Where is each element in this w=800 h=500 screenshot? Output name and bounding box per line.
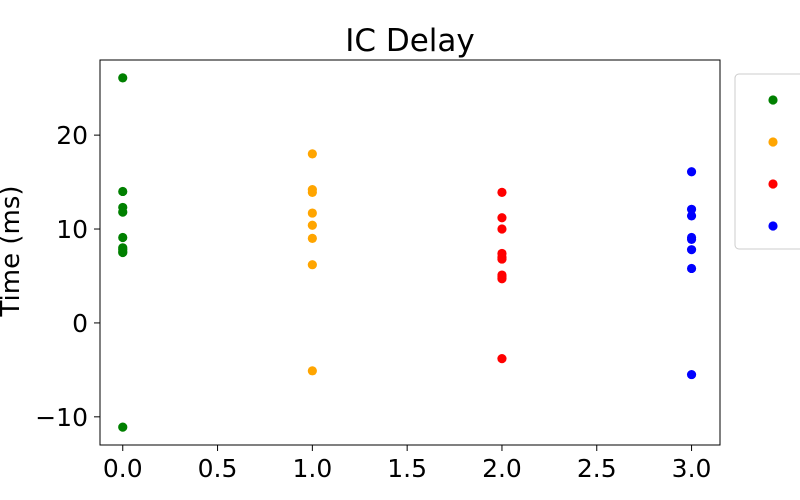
legend-marker-1: [768, 137, 778, 147]
point-series-1-3: [307, 208, 317, 218]
data-points: [118, 73, 697, 432]
point-series-3-4: [686, 234, 697, 244]
y-axis: −10 0 10 20: [35, 121, 100, 432]
legend: [734, 73, 800, 250]
point-series-2-9: [497, 354, 507, 364]
x-tick-label: 1.0: [292, 454, 332, 483]
y-tick-label: 10: [56, 215, 88, 244]
point-series-2-5: [497, 254, 507, 264]
point-series-3-0: [686, 167, 697, 177]
point-series-1-7: [307, 366, 317, 376]
point-series-3-1: [686, 204, 697, 214]
plot-area: [100, 60, 720, 445]
x-tick-label: 1.5: [387, 454, 427, 483]
point-series-1-5: [307, 233, 317, 244]
point-series-2-8: [497, 272, 507, 282]
point-series-2-0: [497, 187, 507, 197]
x-tick-label: 3.0: [672, 454, 712, 483]
point-series-3-6: [686, 263, 697, 274]
legend-box: [734, 73, 800, 250]
y-axis-label: Time (ms): [0, 185, 26, 317]
point-series-3-2: [686, 211, 697, 221]
point-series-1-0: [307, 149, 317, 159]
point-series-0-8: [118, 246, 128, 257]
point-series-3-5: [686, 245, 697, 255]
x-tick-label: 2.0: [482, 454, 522, 483]
y-tick-label: 20: [56, 121, 88, 150]
legend-marker-3: [768, 221, 778, 231]
point-series-1-2: [307, 187, 317, 197]
y-tick-label: −10: [35, 403, 88, 432]
point-series-0-9: [118, 422, 128, 432]
x-axis: 0.0 0.5 1.0 1.5 2.0 2.5 3.0: [103, 445, 712, 483]
y-tick-label: 0: [72, 309, 88, 338]
point-series-1-6: [307, 260, 317, 270]
point-series-2-1: [497, 213, 507, 223]
plot-frame: [99, 59, 721, 446]
point-series-0-0: [118, 73, 128, 83]
point-series-1-4: [307, 220, 317, 230]
point-series-3-7: [686, 369, 697, 380]
point-series-0-1: [118, 186, 128, 197]
point-series-2-2: [497, 224, 507, 234]
x-tick-label: 0.0: [103, 454, 143, 483]
x-tick-label: 0.5: [198, 454, 238, 483]
chart-title: IC Delay: [345, 23, 475, 59]
legend-marker-2: [768, 179, 778, 189]
legend-marker-0: [768, 95, 778, 105]
point-series-0-3: [118, 207, 128, 217]
point-series-0-4: [118, 232, 128, 243]
x-tick-label: 2.5: [577, 454, 617, 483]
